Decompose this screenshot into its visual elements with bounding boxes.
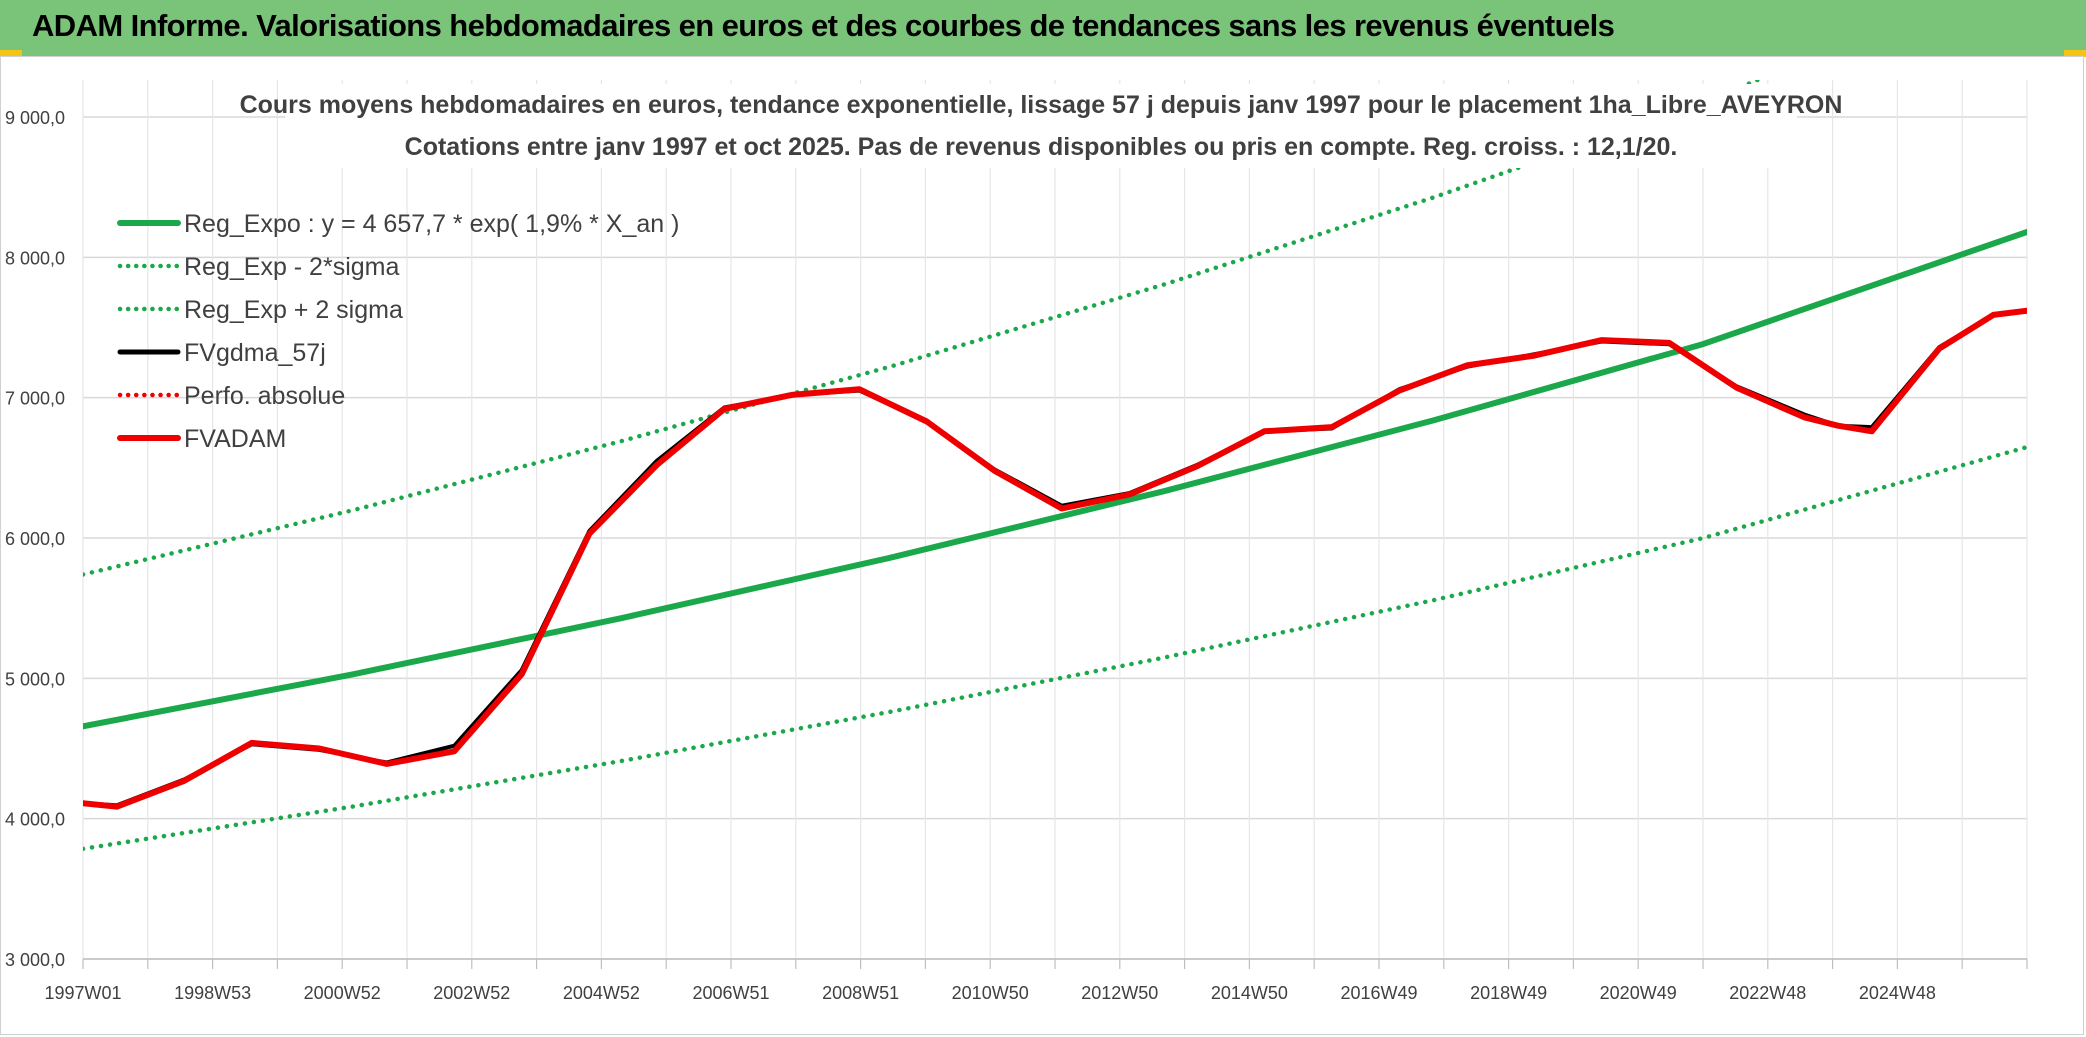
series-line-reg-exp-2-sigma [83, 444, 2027, 852]
x-axis: 1997W01 1998W53 2000W52 2002W52 2004W52 2006W… [44, 958, 2028, 1003]
x-tick-label: 2020W49 [1600, 983, 1677, 1003]
x-tick-label: 2010W50 [952, 983, 1029, 1003]
x-tick-label: 2000W52 [304, 983, 381, 1003]
y-tick-label: 6 000,0 [5, 529, 65, 549]
x-tick-label: 2016W49 [1340, 983, 1417, 1003]
legend-label: FVADAM [184, 425, 286, 453]
y-tick-label: 9 000,0 [5, 108, 65, 128]
x-tick-label: 1998W53 [174, 983, 251, 1003]
x-tick-label: 2022W48 [1729, 983, 1806, 1003]
x-tick-label: 2002W52 [433, 983, 510, 1003]
grid-lines [82, 80, 2028, 960]
y-tick-label: 7 000,0 [5, 389, 65, 409]
chart-subtitle: Cotations entre janv 1997 et oct 2025. P… [405, 133, 1678, 161]
chart-frame [0, 56, 2084, 1035]
x-tick-label: 2004W52 [563, 983, 640, 1003]
x-tick-label: 2024W48 [1859, 983, 1936, 1003]
series-line-fvadam [83, 307, 2027, 810]
x-tick-label: 2008W51 [822, 983, 899, 1003]
legend-label: Reg_Exp - 2*sigma [184, 253, 399, 281]
x-tick-label: 2012W50 [1081, 983, 1158, 1003]
y-tick-label: 4 000,0 [5, 810, 65, 830]
legend-label: FVgdma_57j [184, 339, 326, 367]
y-tick-label: 5 000,0 [5, 669, 65, 689]
legend: Reg_Expo : y = 4 657,7 * exp( 1,9% * X_a… [117, 210, 679, 453]
legend-label: Reg_Exp + 2 sigma [184, 296, 403, 324]
y-tick-label: 3 000,0 [5, 950, 65, 970]
corner-mark-left [0, 50, 22, 57]
series-line-reg-expo-y-4-657-7-exp-1-9-x-an [83, 228, 2027, 730]
chart-title: Cours moyens hebdomadaires en euros, ten… [240, 91, 1843, 119]
series-layer [83, 80, 2027, 852]
x-tick-label: 1997W01 [44, 983, 121, 1003]
report-header: ADAM Informe. Valorisations hebdomadaire… [0, 0, 2086, 56]
title-backdrop [285, 84, 1797, 168]
x-tick-label: 2014W50 [1211, 983, 1288, 1003]
legend-label: Reg_Expo : y = 4 657,7 * exp( 1,9% * X_a… [184, 210, 679, 238]
x-tick-label: 2006W51 [692, 983, 769, 1003]
report-title: ADAM Informe. Valorisations hebdomadaire… [32, 8, 1615, 43]
y-tick-label: 8 000,0 [5, 248, 65, 268]
x-tick-label: 2018W49 [1470, 983, 1547, 1003]
y-axis: 3 000,0 4 000,0 5 000,0 6 000,0 7 000,0 8 000… [5, 108, 65, 970]
corner-mark-right [2064, 50, 2086, 57]
legend-label: Perfo. absolue [184, 382, 345, 410]
